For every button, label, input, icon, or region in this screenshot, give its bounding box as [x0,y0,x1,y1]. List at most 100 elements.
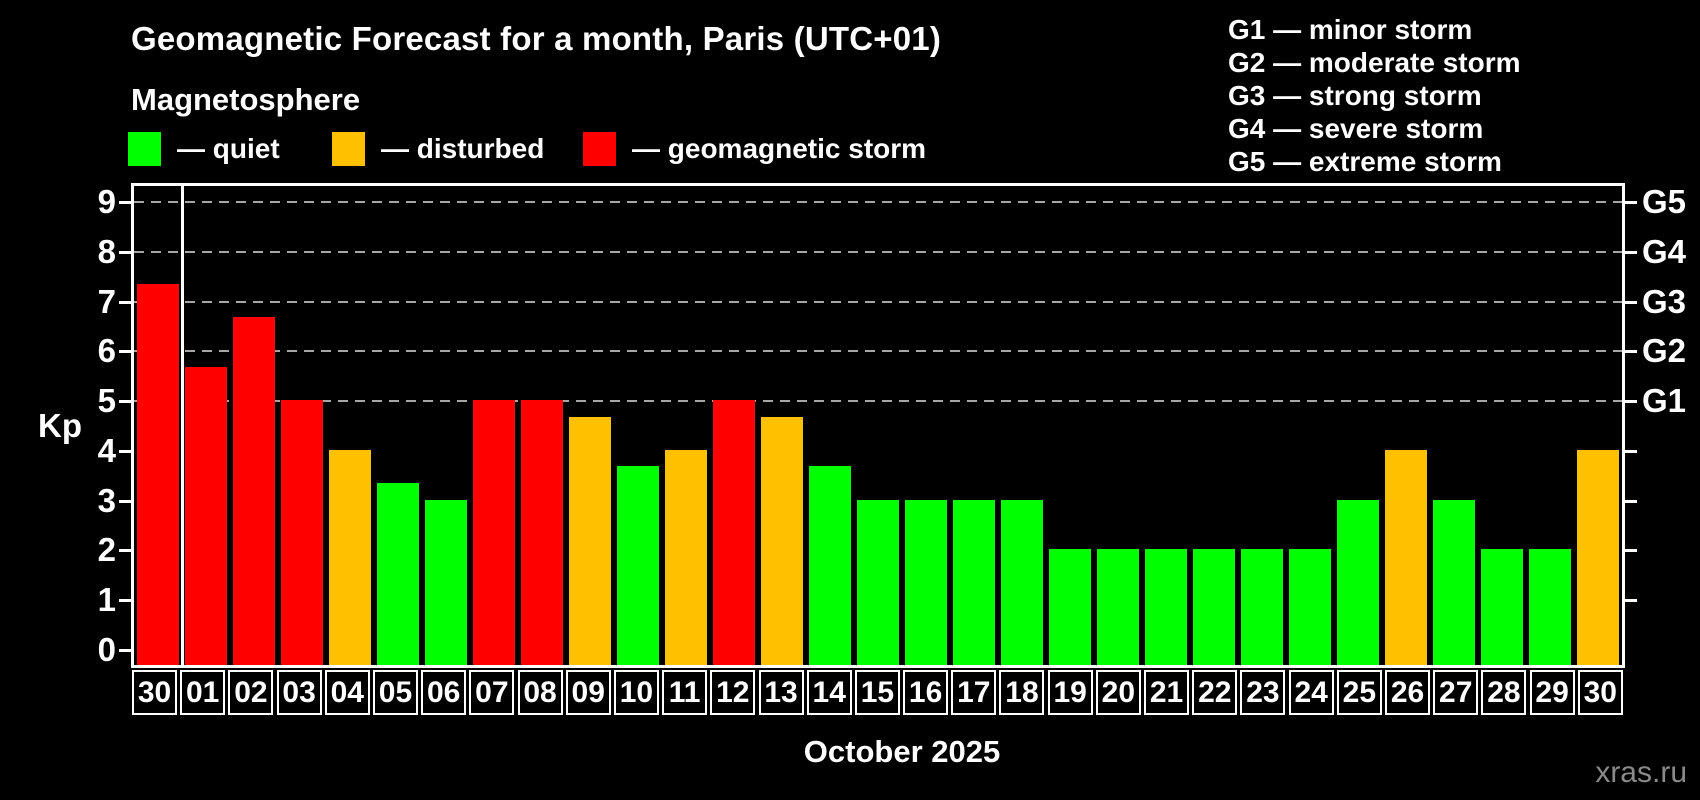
y-tick-right-4 [1625,449,1637,453]
y-axis-label-9: 9 [97,182,116,220]
bar-day-06 [425,499,467,665]
month-separator-line [181,186,184,665]
y-tick-right-2 [1625,549,1637,553]
x-axis-day-box-19-19: 19 [1047,670,1093,715]
bar-day-10 [617,466,659,665]
gridline-kp9 [134,200,1622,203]
x-axis-day-box-22-22: 22 [1192,670,1238,715]
x-axis-day-box-6-06: 06 [421,670,467,715]
y-tick-right-6 [1625,350,1637,354]
bar-day-14 [809,466,851,665]
bar-day-04 [329,449,371,665]
x-axis-day-box-17-17: 17 [951,670,997,715]
y-axis-label-6: 6 [97,332,116,370]
g-scale-axis-label-G3: G3 [1642,282,1687,320]
x-axis-day-box-11-11: 11 [662,670,708,715]
y-tick-right-1 [1625,599,1637,603]
y-tick-right-9 [1625,200,1637,204]
bar-day-12 [713,400,755,665]
y-tick-left-9 [119,200,131,204]
y-tick-right-5 [1625,400,1637,404]
bar-day-08 [521,400,563,665]
g-scale-row-4: G4 — severe storm [1228,113,1484,144]
y-axis-label-8: 8 [97,232,116,270]
bar-day-18 [1001,499,1043,665]
bar-day-21 [1145,549,1187,665]
g-scale-legend: G1 — minor storm G2 — moderate storm G3 — … [1228,13,1521,178]
x-axis-day-box-14-14: 14 [806,670,852,715]
bar-day-24 [1289,549,1331,665]
gridline-kp7 [134,300,1622,303]
bar-day-25 [1337,499,1379,665]
y-tick-left-1 [119,599,131,603]
g-scale-axis-label-G4: G4 [1642,232,1687,270]
bar-day-17 [953,499,995,665]
x-axis-day-box-8-08: 08 [517,670,563,715]
x-axis-day-box-3-03: 03 [276,670,322,715]
x-axis-day-box-23-23: 23 [1240,670,1286,715]
legend-label-disturbed: — disturbed [381,133,545,164]
g-scale-axis-label-G5: G5 [1642,182,1687,220]
y-tick-left-3 [119,499,131,503]
legend-item-quiet: — quiet [128,132,280,166]
bar-day-29 [1529,549,1571,665]
y-tick-right-7 [1625,300,1637,304]
chart-title: Geomagnetic Forecast for a month, Paris … [131,20,942,57]
gridline-kp8 [134,250,1622,253]
x-axis-day-box-30-30: 30 [1577,670,1623,715]
bar-day-09 [569,416,611,665]
bar-day-22 [1193,549,1235,665]
bar-day-27 [1433,499,1475,665]
x-axis-title: October 2025 [803,734,1001,769]
y-tick-left-8 [119,250,131,254]
y-axis-label-2: 2 [97,531,116,569]
g-scale-row-5: G5 — extreme storm [1228,146,1502,177]
x-axis-day-box-27-27: 27 [1433,670,1479,715]
y-axis-label-7: 7 [97,282,116,320]
x-axis-day-box-21-21: 21 [1144,670,1190,715]
legend-swatch-storm-icon [583,132,616,166]
bar-day-16 [905,499,947,665]
legend-item-disturbed: — disturbed [332,132,544,166]
bar-day-28 [1481,549,1523,665]
bar-day-20 [1097,549,1139,665]
bar-day-19 [1049,549,1091,665]
x-axis-day-box-7-07: 07 [469,670,515,715]
y-axis-label-1: 1 [97,581,116,619]
bar-day-30 [137,284,179,665]
x-axis-day-box-2-02: 02 [228,670,274,715]
x-axis-day-box-18-18: 18 [999,670,1045,715]
y-tick-left-2 [119,549,131,553]
x-axis-day-box-20-20: 20 [1095,670,1141,715]
y-tick-left-6 [119,350,131,354]
x-axis-day-box-24-24: 24 [1288,670,1334,715]
bar-day-23 [1241,549,1283,665]
bar-day-05 [377,483,419,665]
g-scale-row-2: G2 — moderate storm [1228,47,1521,78]
y-axis-label-0: 0 [97,631,116,668]
x-axis-day-box-5-05: 05 [372,670,418,715]
g-scale-axis-label-G2: G2 [1642,332,1687,370]
watermark: xras.ru [1595,756,1687,789]
y-tick-left-5 [119,400,131,404]
x-axis-day-box-1-01: 01 [180,670,226,715]
x-axis-day-box-26-26: 26 [1385,670,1431,715]
y-tick-left-7 [119,300,131,304]
x-axis-day-box-12-12: 12 [710,670,756,715]
x-axis-day-box-28-28: 28 [1481,670,1527,715]
y-axis-label-5: 5 [97,382,116,420]
x-axis-day-box-9-09: 09 [565,670,611,715]
x-axis-day-box-29-29: 29 [1529,670,1575,715]
chart-subtitle: Magnetosphere [131,82,361,117]
legend-swatch-disturbed-icon [332,132,365,166]
y-tick-right-8 [1625,250,1637,254]
bar-day-01 [185,366,227,665]
bar-day-02 [233,316,275,665]
gridline-kp5 [134,400,1622,403]
x-axis-day-box-15-15: 15 [854,670,900,715]
g-scale-axis-label-G1: G1 [1642,382,1687,420]
legend-swatch-quiet-icon [128,132,161,166]
g-scale-row-3: G3 — strong storm [1228,80,1482,111]
bar-day-15 [857,499,899,665]
